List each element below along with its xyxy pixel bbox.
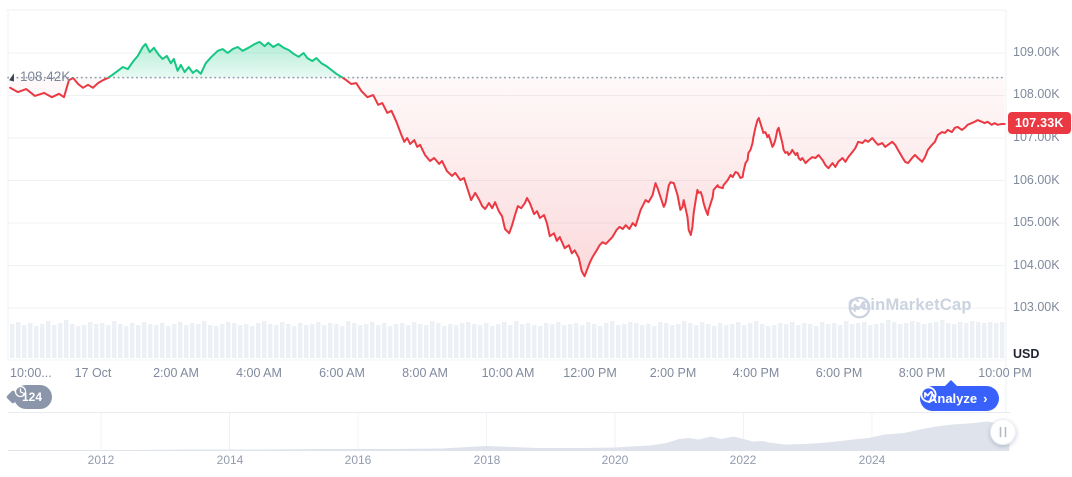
x-axis-label: 4:00 AM [236, 366, 282, 380]
year-label: 2022 [729, 453, 757, 467]
price-area [10, 41, 1005, 277]
volume-bars [10, 320, 1005, 358]
y-axis-label: 105.00K [1013, 215, 1060, 229]
x-axis-label: 6:00 AM [319, 366, 365, 380]
previous-close-label: 108.42K [9, 69, 71, 84]
coinmarketcap-watermark: CoinMarketCap [848, 296, 972, 319]
chevron-right-icon: › [983, 391, 988, 406]
x-axis-label: 10:00... [10, 366, 52, 380]
main-price-chart[interactable] [0, 0, 1072, 412]
analyze-logo-icon [920, 386, 937, 403]
x-axis-label: 10:00 AM [481, 366, 535, 380]
year-label: 2020 [601, 453, 629, 467]
currency-label: USD [1013, 347, 1040, 361]
year-label: 2012 [87, 453, 115, 467]
x-axis-label: 8:00 PM [898, 366, 946, 380]
price-marker-icon [9, 72, 16, 81]
y-axis-label: 109.00K [1013, 45, 1060, 59]
history-clock-icon [14, 385, 27, 398]
current-price-badge: 107.33K [1008, 112, 1071, 134]
x-axis-label: 10:00 PM [978, 366, 1032, 380]
x-axis-label: 4:00 PM [732, 366, 780, 380]
x-axis-label: 6:00 PM [815, 366, 863, 380]
analyze-caret [944, 380, 958, 387]
year-label: 2014 [216, 453, 244, 467]
y-axis-label: 103.00K [1013, 300, 1060, 314]
price-line [9, 40, 1006, 278]
range-handle[interactable] [990, 419, 1016, 445]
y-axis-label: 104.00K [1013, 258, 1060, 272]
analyze-label: Analyze [928, 391, 978, 406]
previous-close-value: 108.42K [20, 69, 71, 84]
timeline-minimap[interactable] [0, 410, 1072, 477]
watermark-text: CoinMarketCap [848, 296, 972, 314]
y-axis-label: 106.00K [1013, 173, 1060, 187]
minimap-history-area [8, 421, 1010, 451]
x-axis-label: 17 Oct [74, 366, 112, 380]
x-axis-label: 2:00 AM [153, 366, 199, 380]
year-label: 2018 [473, 453, 501, 467]
x-axis-label: 12:00 PM [563, 366, 617, 380]
year-label: 2016 [344, 453, 372, 467]
year-label: 2024 [858, 453, 886, 467]
x-axis-label: 2:00 PM [649, 366, 697, 380]
annotations-count: 124 [22, 390, 43, 404]
x-axis-label: 8:00 AM [402, 366, 448, 380]
coinmarketcap-logo-icon [848, 296, 871, 319]
y-axis-label: 108.00K [1013, 87, 1060, 101]
analyze-button[interactable]: Analyze › [920, 380, 1000, 411]
